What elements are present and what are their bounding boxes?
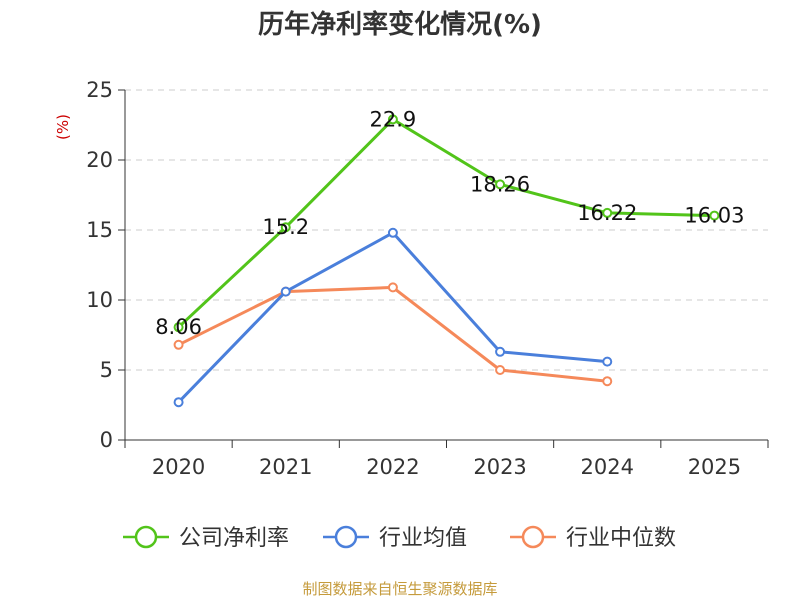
grid-lines [125, 89, 768, 371]
x-tick-label: 2020 [152, 455, 205, 479]
data-point [280, 222, 291, 233]
data-point [495, 346, 506, 357]
data-point [495, 365, 506, 375]
legend-item-0: 公司净利率 [123, 525, 289, 551]
y-tick-label: 25 [86, 78, 113, 102]
legend-item-2: 行业中位数 [510, 525, 676, 551]
data-point [602, 376, 613, 387]
data-labels: 8.06 15.2 22.9 18.26 16.22 16.03 [155, 107, 744, 339]
data-point [173, 322, 184, 333]
y-tick-label: 10 [86, 288, 113, 312]
data-label: 15.2 [262, 215, 309, 239]
data-label: 16.03 [684, 204, 744, 228]
legend-swatch-marker [334, 525, 358, 549]
x-tick-label: 2024 [581, 455, 634, 479]
data-point [495, 179, 506, 190]
y-axis-label: (%) [54, 114, 72, 140]
legend-label: 行业均值 [379, 526, 467, 551]
data-point [602, 356, 613, 367]
data-point [387, 114, 398, 125]
legend-swatch-marker [134, 525, 158, 549]
x-tick-label: 2025 [688, 455, 741, 479]
data-point [387, 227, 398, 238]
data-label: 22.9 [370, 107, 417, 131]
data-point [280, 286, 291, 297]
data-point [602, 207, 613, 218]
data-label: 18.26 [470, 172, 530, 196]
legend-item-1: 行业均值 [323, 525, 467, 551]
legend-label: 公司净利率 [179, 526, 289, 551]
series-lines [173, 114, 720, 408]
data-label: 16.22 [577, 201, 637, 225]
data-label: 8.06 [155, 315, 202, 339]
legend-swatch-marker [521, 525, 545, 549]
series-line-1 [177, 231, 608, 404]
y-tick-label: 0 [100, 428, 113, 452]
data-point [173, 339, 184, 350]
y-tick-label: 20 [86, 148, 113, 172]
chart-title: 历年净利率变化情况(%) [258, 10, 542, 40]
x-tick-label: 2021 [259, 455, 312, 479]
source-note: 制图数据来自恒生聚源数据库 [302, 580, 498, 598]
series-line-0 [177, 117, 715, 329]
y-tick-label: 5 [100, 358, 113, 382]
data-point [387, 282, 398, 293]
data-point [173, 397, 184, 408]
x-tick-label: 2023 [473, 455, 526, 479]
x-tick-label: 2022 [366, 455, 419, 479]
y-tick-label: 15 [86, 218, 113, 242]
legend: 公司净利率 行业均值 行业中位数 [123, 525, 676, 551]
data-point [709, 210, 720, 221]
legend-label: 行业中位数 [566, 526, 676, 551]
